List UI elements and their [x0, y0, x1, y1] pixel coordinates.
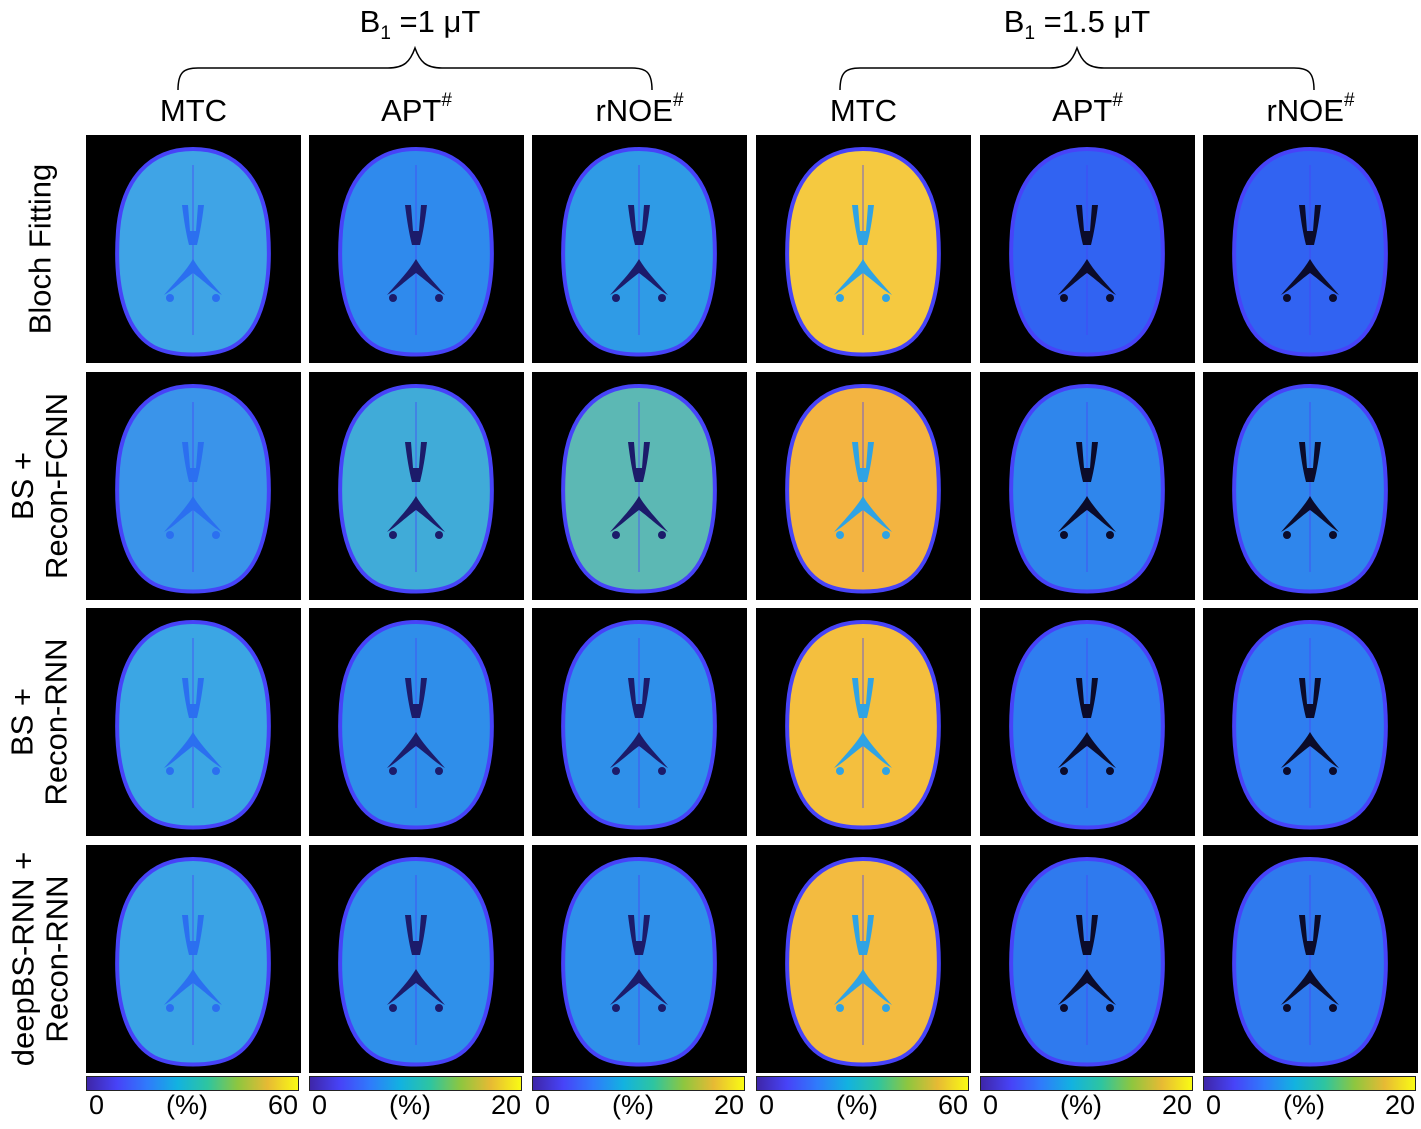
- brain-map-r3-c3: [532, 608, 747, 836]
- row-label-2: BS + Recon-FCNN: [5, 392, 74, 580]
- row-label-4: deepBS-RNN + Recon-RNN: [5, 851, 74, 1067]
- brace-group-2: [839, 46, 1315, 91]
- brain-map-r1-c5: [980, 135, 1195, 363]
- column-label-6: rNOE#: [1266, 89, 1355, 128]
- colorbar-5-unit: (%): [1060, 1090, 1102, 1120]
- brain-map-r2-c4: [756, 372, 971, 600]
- brain-map-r2-c5: [980, 372, 1195, 600]
- group-title-1: B1 =1 μT: [359, 4, 481, 45]
- brain-map-r4-c3: [532, 845, 747, 1073]
- column-label-2: APT#: [381, 89, 452, 128]
- colorbar-1-unit: (%): [166, 1090, 208, 1120]
- colorbar-2-unit: (%): [389, 1090, 431, 1120]
- colorbar-2: [309, 1076, 522, 1091]
- brace-group-1: [177, 46, 653, 91]
- colorbar-4-unit: (%): [836, 1090, 878, 1120]
- colorbar-4-max: 60: [938, 1090, 969, 1120]
- row-label-3: BS + Recon-RNN: [5, 638, 75, 806]
- brain-map-r1-c4: [756, 135, 971, 363]
- brain-map-r2-c1: [86, 372, 301, 600]
- column-label-4: MTC: [829, 93, 898, 128]
- brain-map-r1-c2: [309, 135, 524, 363]
- colorbar-1: [86, 1076, 299, 1091]
- colorbar-1-min: 0: [89, 1090, 105, 1120]
- brain-map-r1-c1: [86, 135, 301, 363]
- colorbar-4: [756, 1076, 969, 1091]
- brain-map-r2-c6: [1203, 372, 1418, 600]
- brain-map-r3-c4: [756, 608, 971, 836]
- colorbar-3-unit: (%): [612, 1090, 654, 1120]
- colorbar-4-min: 0: [759, 1090, 775, 1120]
- colorbar-3: [532, 1076, 745, 1091]
- colorbar-6-min: 0: [1206, 1090, 1222, 1120]
- colorbar-3-max: 20: [714, 1090, 745, 1120]
- brain-map-r2-c3: [532, 372, 747, 600]
- brain-map-r4-c2: [309, 845, 524, 1073]
- brain-map-r4-c5: [980, 845, 1195, 1073]
- brain-map-r1-c3: [532, 135, 747, 363]
- column-label-1: MTC: [159, 93, 228, 128]
- colorbar-5: [980, 1076, 1193, 1091]
- colorbar-6-max: 20: [1385, 1090, 1416, 1120]
- brain-map-r3-c1: [86, 608, 301, 836]
- colorbar-5-min: 0: [983, 1090, 999, 1120]
- brain-map-r1-c6: [1203, 135, 1418, 363]
- brain-map-r4-c1: [86, 845, 301, 1073]
- colorbar-3-min: 0: [535, 1090, 551, 1120]
- colorbar-5-max: 20: [1162, 1090, 1193, 1120]
- colorbar-6-unit: (%): [1283, 1090, 1325, 1120]
- brain-map-r4-c4: [756, 845, 971, 1073]
- brain-map-r3-c2: [309, 608, 524, 836]
- colorbar-2-max: 20: [491, 1090, 522, 1120]
- colorbar-6: [1203, 1076, 1416, 1091]
- row-label-1: Bloch Fitting: [22, 163, 58, 335]
- column-label-5: APT#: [1052, 89, 1123, 128]
- brain-map-r4-c6: [1203, 845, 1418, 1073]
- column-label-3: rNOE#: [595, 89, 684, 128]
- brain-map-r3-c5: [980, 608, 1195, 836]
- group-title-2: B1 =1.5 μT: [1003, 4, 1151, 45]
- colorbar-1-max: 60: [268, 1090, 299, 1120]
- brain-map-r3-c6: [1203, 608, 1418, 836]
- colorbar-2-min: 0: [312, 1090, 328, 1120]
- brain-map-r2-c2: [309, 372, 524, 600]
